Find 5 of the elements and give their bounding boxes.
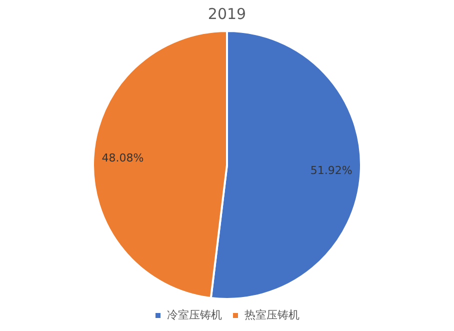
chart-title: 2019 (208, 4, 246, 23)
data-label: 51.92% (310, 164, 352, 178)
legend-label: 冷室压铸机 (167, 308, 222, 322)
legend-label: 热室压铸机 (244, 308, 300, 322)
data-label: 48.08% (102, 152, 144, 165)
